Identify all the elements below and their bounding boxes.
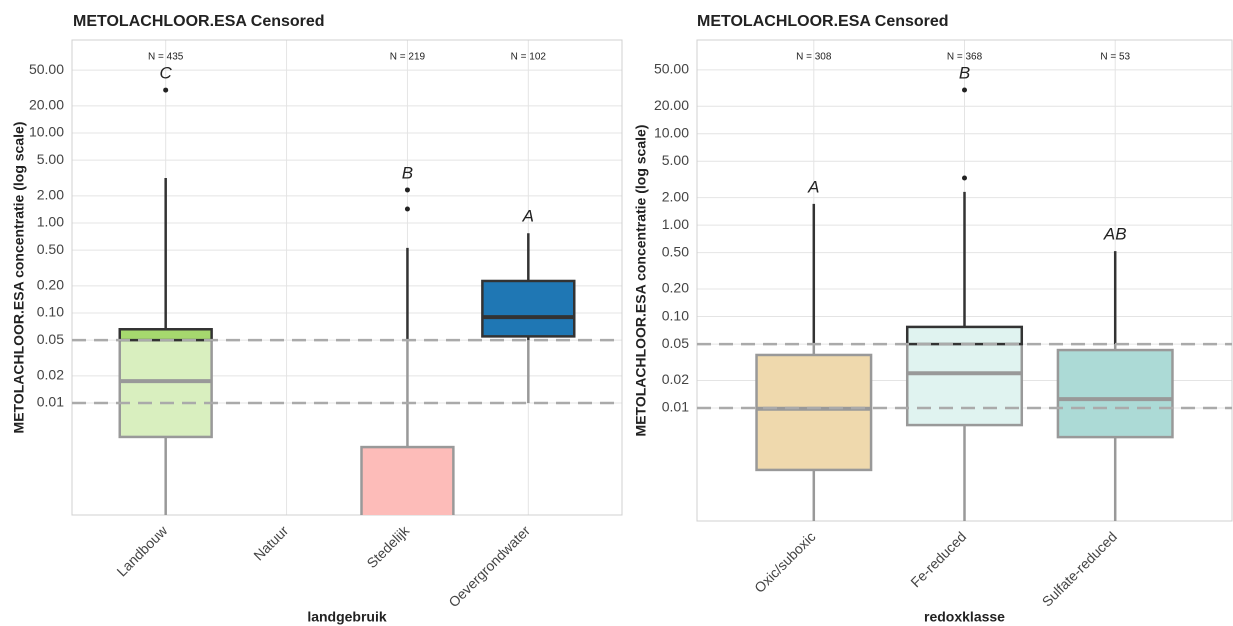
- x-axis-title: redoxklasse: [924, 609, 1005, 625]
- y-tick-label: 0.50: [662, 243, 689, 259]
- x-tick-label: Oevergrondwater: [445, 522, 533, 610]
- y-tick-label: 2.00: [662, 188, 689, 204]
- outlier: [962, 87, 967, 93]
- y-axis-title: METOLACHLOOR.ESA concentratie (log scale…: [11, 122, 27, 434]
- y-tick-label: 1.00: [662, 216, 689, 232]
- plot-area: [118, 87, 576, 515]
- x-tick-label: Sulfate-reduced: [1039, 528, 1120, 609]
- chart-title: METOLACHLOOR.ESA Censored: [73, 13, 325, 30]
- x-tick-label: Natuur: [250, 522, 291, 563]
- y-tick-label: 5.00: [37, 151, 64, 167]
- y-tick-label: 0.20: [662, 280, 689, 296]
- group-letter: A: [522, 207, 534, 226]
- x-tick-label: Stedelijk: [363, 522, 412, 571]
- box-detected: [905, 325, 1024, 346]
- y-tick-label: 5.00: [662, 152, 689, 168]
- n-label: N = 308: [796, 52, 832, 63]
- y-axis-title: METOLACHLOOR.ESA concentratie (log scale…: [633, 125, 649, 437]
- y-tick-label: 1.00: [37, 214, 64, 230]
- panel-border: [71, 39, 623, 516]
- chart-title: METOLACHLOOR.ESA Censored: [697, 13, 949, 30]
- outlier: [404, 187, 410, 193]
- box-censored: [905, 342, 1024, 427]
- y-tick-label: 20.00: [654, 97, 689, 113]
- y-tick-label: 0.05: [662, 335, 689, 351]
- n-label: N = 102: [511, 52, 547, 63]
- group-letter: B: [402, 163, 413, 182]
- outlier: [163, 87, 169, 93]
- y-tick-label: 0.05: [37, 331, 64, 347]
- y-tick-label: 10.00: [29, 124, 64, 140]
- x-tick-label: Landbouw: [113, 522, 171, 580]
- panel: METOLACHLOOR.ESA Censored METOLACHLOOR.ES…: [633, 13, 1233, 625]
- y-tick-label: 0.10: [662, 307, 689, 323]
- y-tick-label: 0.20: [37, 277, 64, 293]
- x-tick-label: Fe-reduced: [907, 528, 969, 590]
- box-detected: [118, 328, 213, 342]
- group-letter: A: [807, 177, 819, 196]
- n-label: N = 435: [148, 52, 184, 63]
- box-censored: [1056, 348, 1174, 439]
- outlier: [962, 175, 967, 181]
- y-tick-label: 50.00: [29, 61, 64, 77]
- x-axis-title: landgebruik: [307, 609, 387, 625]
- y-tick-label: 0.50: [37, 241, 64, 257]
- n-label: N = 219: [390, 52, 426, 63]
- x-tick-label: Oxic/suboxic: [751, 528, 818, 595]
- y-tick-label: 20.00: [29, 97, 64, 113]
- y-tick-label: 0.10: [37, 304, 64, 320]
- y-tick-label: 0.02: [662, 371, 689, 387]
- group-letter: AB: [1103, 225, 1127, 244]
- y-tick-label: 0.02: [37, 367, 64, 383]
- y-tick-label: 2.00: [37, 187, 64, 203]
- y-tick-label: 0.01: [37, 394, 64, 410]
- panel: METOLACHLOOR.ESA Censored METOLACHLOOR.ES…: [11, 13, 623, 625]
- box-censored: [360, 445, 455, 515]
- box-censored: [118, 338, 213, 439]
- group-letter: C: [160, 64, 173, 83]
- y-tick-label: 50.00: [654, 61, 689, 77]
- box-censored: [755, 353, 873, 472]
- n-label: N = 368: [947, 52, 983, 63]
- y-tick-label: 0.01: [662, 399, 689, 415]
- group-letter: B: [959, 63, 970, 82]
- n-label: N = 53: [1100, 52, 1130, 63]
- y-tick-label: 10.00: [654, 124, 689, 140]
- outlier: [404, 206, 410, 212]
- box-detected: [481, 279, 576, 338]
